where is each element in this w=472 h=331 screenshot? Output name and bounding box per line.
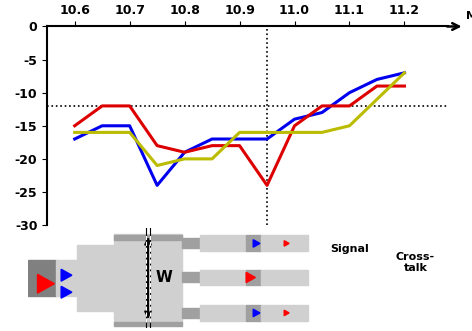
Polygon shape bbox=[284, 310, 289, 316]
Bar bbox=[114, 322, 182, 326]
Bar bbox=[114, 235, 182, 240]
Text: W: W bbox=[156, 270, 173, 285]
Bar bbox=[56, 260, 77, 297]
Polygon shape bbox=[61, 286, 72, 298]
Bar bbox=[246, 235, 261, 251]
Bar bbox=[77, 245, 114, 311]
Bar bbox=[261, 305, 308, 321]
Bar bbox=[200, 305, 246, 321]
Polygon shape bbox=[253, 240, 260, 247]
Bar bbox=[246, 305, 261, 321]
Bar bbox=[200, 235, 246, 251]
Bar bbox=[28, 260, 56, 297]
Bar bbox=[182, 238, 200, 248]
Polygon shape bbox=[38, 274, 54, 293]
Bar bbox=[261, 235, 308, 251]
Text: Cross-
talk: Cross- talk bbox=[396, 252, 435, 273]
Bar bbox=[114, 234, 182, 322]
Bar bbox=[246, 269, 261, 285]
Bar bbox=[182, 308, 200, 318]
Bar bbox=[182, 272, 200, 282]
Polygon shape bbox=[61, 269, 72, 281]
Bar bbox=[200, 269, 246, 285]
Bar bbox=[261, 269, 308, 285]
Polygon shape bbox=[284, 241, 289, 246]
Text: MMI-width W (μm): MMI-width W (μm) bbox=[466, 11, 472, 21]
Polygon shape bbox=[246, 272, 255, 283]
Polygon shape bbox=[253, 309, 260, 317]
Text: Signal: Signal bbox=[330, 244, 369, 254]
